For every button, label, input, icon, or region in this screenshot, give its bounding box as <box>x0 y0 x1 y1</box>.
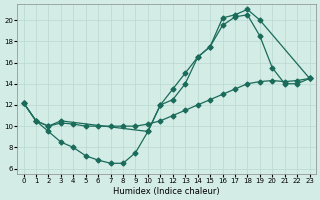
X-axis label: Humidex (Indice chaleur): Humidex (Indice chaleur) <box>113 187 220 196</box>
